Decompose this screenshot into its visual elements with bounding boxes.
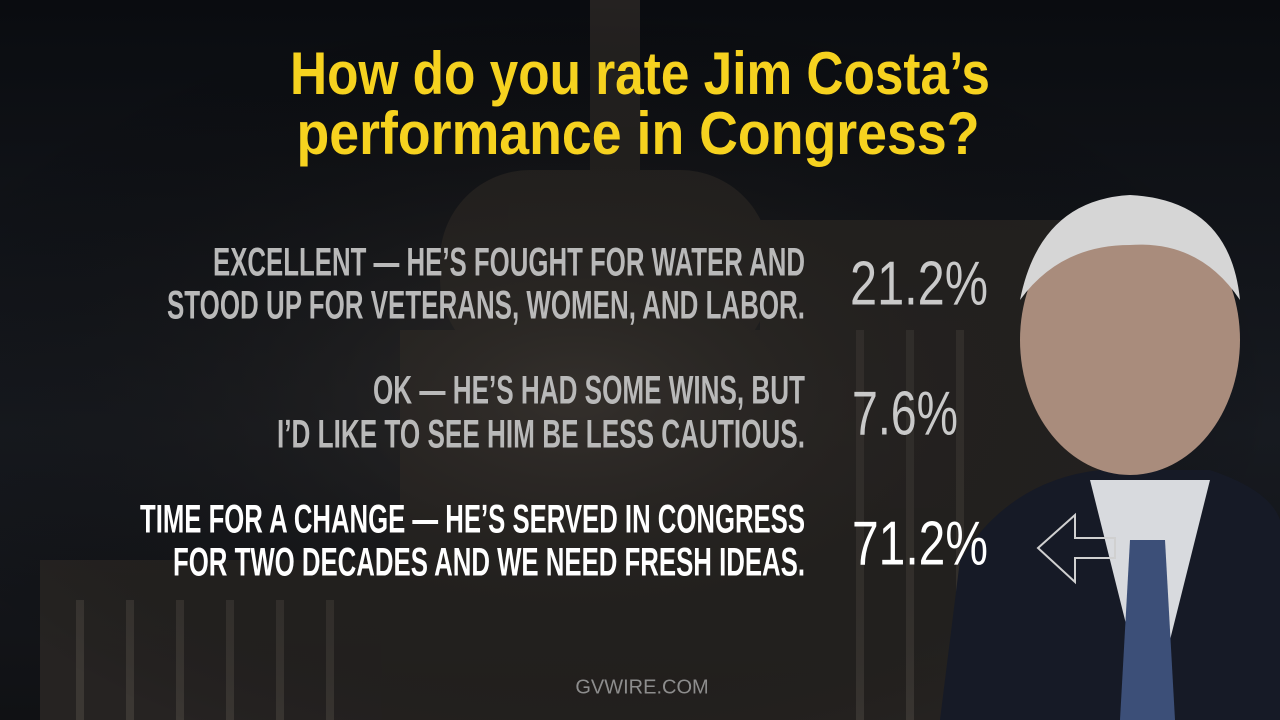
option-label: OK — HE’S HAD SOME WINS, BUT — [373, 369, 805, 413]
option-percent: 21.2% — [850, 249, 988, 318]
option-label: STOOD UP FOR VETERANS, WOMEN, AND LABOR. — [167, 284, 805, 328]
pointer-arrow — [1036, 512, 1116, 585]
title-line: performance in Congress? — [297, 100, 980, 167]
option-percent: 7.6% — [852, 379, 958, 448]
logo: GVWIRE.COM — [575, 676, 708, 698]
portrait — [940, 195, 1280, 720]
title-line: How do you rate Jim Costa’s — [290, 40, 990, 107]
option-label: TIME FOR A CHANGE — HE’S SERVED IN CONGR… — [140, 498, 805, 542]
option-label: I’D LIKE TO SEE HIM BE LESS CAUTIOUS. — [277, 413, 805, 457]
option-label: EXCELLENT — HE’S FOUGHT FOR WATER AND — [213, 241, 805, 285]
option-label: FOR TWO DECADES AND WE NEED FRESH IDEAS. — [173, 541, 805, 585]
option-percent: 71.2% — [852, 509, 988, 578]
